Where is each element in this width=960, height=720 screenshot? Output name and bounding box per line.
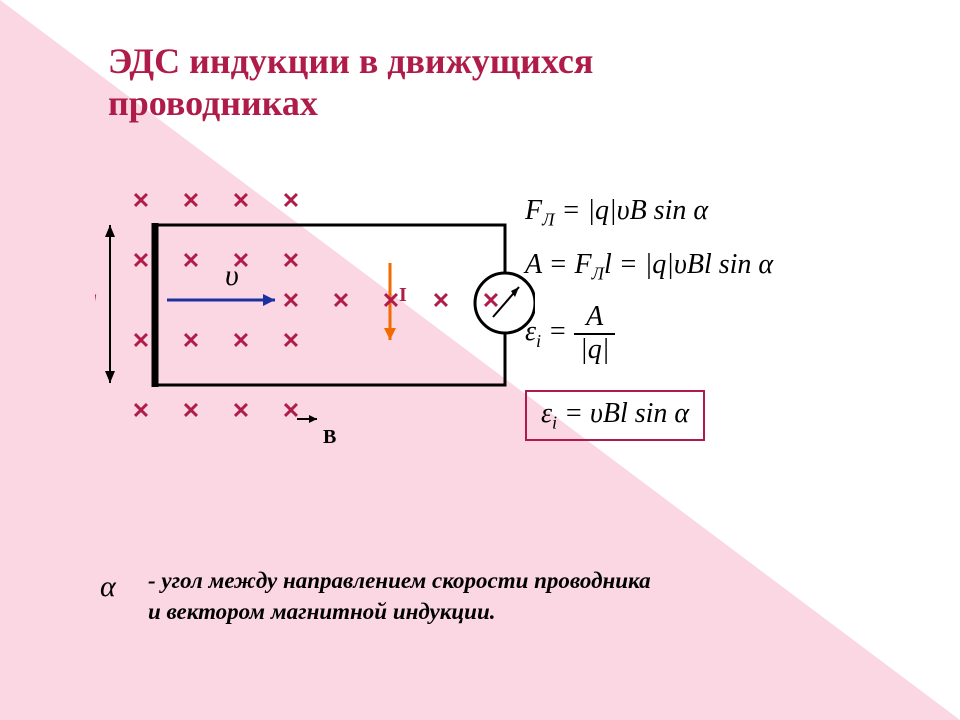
svg-text:✕: ✕ [182,248,200,273]
eq3-eq: = [541,316,574,347]
length-marker-head-bot [105,371,115,383]
eq4-lhs: ε [541,398,552,429]
eq-emf-result-box: εi = υBl sin α [525,390,705,442]
svg-text:✕: ✕ [232,398,250,423]
eq4-rhs: = υBl sin α [557,398,689,429]
svg-text:✕: ✕ [182,328,200,353]
b-arrow-head [309,415,317,423]
eq2-head: A = F [525,249,592,280]
current-arrow-head [384,328,396,340]
svg-text:✕: ✕ [432,288,450,313]
eq3-fraction: A |q| [574,302,615,366]
eq-work: A = FЛl = |q|υBl sin α [525,249,773,285]
svg-text:✕: ✕ [182,398,200,423]
circuit-wire [155,225,505,385]
svg-text:✕: ✕ [232,188,250,213]
page-title: ЭДС индукции в движущихся проводниках [108,40,808,124]
svg-text:✕: ✕ [132,328,150,353]
eq3-den: |q| [574,335,615,366]
eq1-lhs: F [525,195,542,226]
eq2-tail: l = |q|υBl sin α [604,249,773,280]
alpha-symbol: α [100,570,116,604]
eq1-rhs: = |q|υB sin α [561,195,708,226]
svg-text:✕: ✕ [282,248,300,273]
eq3-num: A [574,302,615,335]
velocity-arrow-head [263,294,275,306]
svg-text:✕: ✕ [132,398,150,423]
eq3-lhs: ε [525,316,536,347]
eq2-sub: Л [592,263,604,283]
svg-text:✕: ✕ [282,188,300,213]
svg-text:✕: ✕ [482,288,500,313]
equations-block: FЛ = |q|υB sin α A = FЛl = |q|υBl sin α … [525,195,773,441]
alpha-description: - угол между направлением скорости прово… [148,565,668,627]
svg-text:✕: ✕ [282,288,300,313]
svg-text:✕: ✕ [182,188,200,213]
svg-text:✕: ✕ [282,328,300,353]
svg-text:✕: ✕ [332,288,350,313]
svg-text:✕: ✕ [282,398,300,423]
eq-lorentz-force: FЛ = |q|υB sin α [525,195,773,231]
field-crosses: ✕✕✕✕✕✕✕✕✕✕✕✕✕✕✕✕✕✕✕✕✕ [132,188,500,423]
velocity-label: υ [225,259,239,292]
eq-emf-def: εi = A |q| [525,302,773,366]
svg-text:✕: ✕ [232,328,250,353]
length-label: l [95,290,97,319]
current-label: I [399,284,407,306]
svg-text:✕: ✕ [132,248,150,273]
eq1-sub: Л [542,210,554,230]
emf-diagram: ✕✕✕✕✕✕✕✕✕✕✕✕✕✕✕✕✕✕✕✕✕ υ I l B [95,185,535,465]
b-label: B [323,426,336,448]
svg-text:✕: ✕ [382,288,400,313]
length-marker-head-top [105,225,115,237]
svg-text:✕: ✕ [132,188,150,213]
